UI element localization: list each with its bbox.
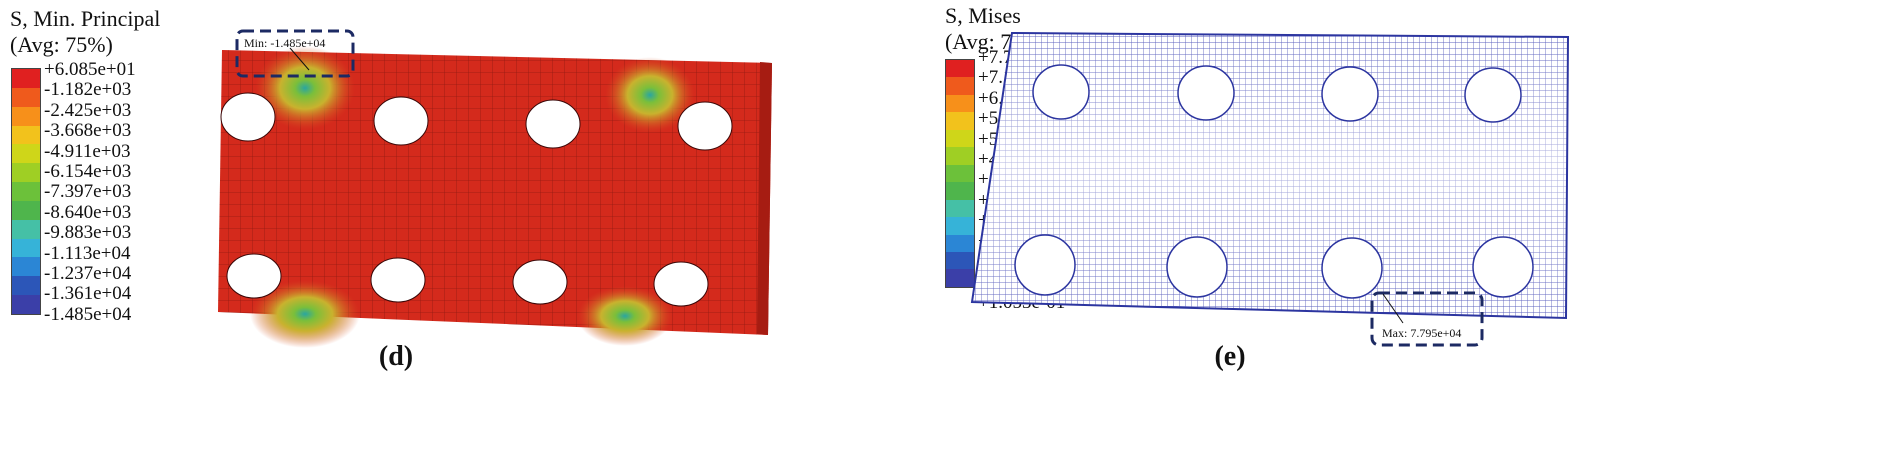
caption-d: (d) — [378, 341, 414, 372]
legend-d-title-line2: (Avg: 75%) — [10, 32, 113, 57]
hole-e-5 — [1014, 234, 1076, 296]
hole-d-7 — [512, 259, 568, 305]
legend-d-color-swatch — [12, 87, 40, 107]
panel-e: S, Mises (Avg: 75%) +7.795e+04+7.146e+04… — [945, 0, 1889, 456]
legend-d-color-swatch — [12, 257, 40, 277]
legend-e-color-swatch — [946, 112, 974, 130]
legend-d-label: -2.425e+03 — [44, 99, 132, 121]
caption-e: (e) — [1214, 341, 1246, 372]
legend-d-label: -1.237e+04 — [44, 262, 132, 284]
legend-d-label: -1.361e+04 — [44, 283, 132, 305]
legend-d-label: -6.154e+03 — [44, 160, 132, 182]
legend-e-color-swatch — [946, 217, 974, 235]
stress-zone-d-2 — [605, 57, 695, 133]
legend-d-label: -3.668e+03 — [44, 120, 132, 142]
hole-e-7 — [1321, 237, 1383, 299]
max-callout-box — [1370, 291, 1484, 347]
stress-zone-d-4 — [577, 286, 673, 346]
hole-e-2 — [1177, 65, 1235, 121]
max-callout-label: Max: 7.795e+04 — [1382, 326, 1461, 340]
legend-d-color-swatch — [12, 163, 40, 183]
hole-d-4 — [677, 101, 733, 151]
min-callout-label: Min: -1.485e+04 — [244, 36, 325, 50]
legend-d-color-swatch — [12, 106, 40, 126]
hole-e-4 — [1464, 67, 1522, 123]
legend-d-label: -4.911e+03 — [44, 140, 131, 162]
hole-d-8 — [653, 261, 709, 307]
hole-d-1 — [220, 92, 276, 142]
max-callout-leader — [1382, 293, 1404, 324]
legend-e-color-swatch — [946, 77, 974, 95]
legend-d-color-swatch — [12, 219, 40, 239]
legend-e-color-swatch — [946, 199, 974, 218]
legend-e-color-swatch — [946, 234, 974, 252]
legend-e-color-swatch — [946, 60, 974, 78]
legend-e-color-swatch — [946, 251, 974, 270]
plate-e-shading — [972, 33, 1568, 318]
hole-e-1 — [1032, 64, 1090, 120]
legend-d-color-swatch — [12, 182, 40, 201]
plate-d-edge — [757, 62, 772, 335]
legend-d-color-swatch — [12, 125, 40, 145]
legend-d-color-swatch — [12, 238, 40, 258]
legend-d-colorbar — [11, 68, 41, 315]
legend-d-color-swatch — [12, 276, 40, 296]
legend-d-color-swatch — [12, 69, 40, 88]
legend-e-color-swatch — [946, 269, 974, 287]
min-callout-leader — [289, 47, 310, 71]
legend-d-label: -7.397e+03 — [44, 181, 132, 203]
max-callout-label-bg — [1379, 324, 1477, 342]
hole-e-8 — [1472, 236, 1534, 298]
panel-d: S, Min. Principal (Avg: 75%) +6.085e+01-… — [10, 6, 772, 372]
legend-e-color-swatch — [946, 147, 974, 165]
hole-e-3 — [1321, 66, 1379, 122]
legend-d-color-swatch — [12, 200, 40, 220]
legend-d-color-swatch — [12, 295, 40, 314]
hole-d-2 — [373, 96, 429, 146]
legend-d-title-line1: S, Min. Principal — [10, 6, 161, 31]
legend-d-labels: +6.085e+01 -1.182e+03 -2.425e+03 -3.668e+03… — [44, 59, 136, 325]
stress-zone-d-3 — [250, 280, 360, 348]
legend-d-label: +6.085e+01 — [44, 59, 136, 80]
hole-d-6 — [370, 257, 426, 303]
legend-d-color-swatch — [12, 144, 40, 164]
legend-d-label: -8.640e+03 — [44, 201, 132, 223]
hole-d-3 — [525, 99, 581, 149]
hole-d-5 — [226, 253, 282, 299]
plate-e-figure: Max: 7.795e+04 — [970, 31, 1570, 347]
stress-zone-d-1 — [255, 46, 355, 130]
legend-d-label: -1.485e+04 — [44, 303, 132, 325]
legend-e-color-swatch — [946, 164, 974, 183]
legend-d-label: -1.113e+04 — [44, 242, 131, 264]
legend-d-label: -9.883e+03 — [44, 222, 132, 244]
legend-e-colorbar — [945, 59, 975, 288]
legend-e-color-swatch — [946, 129, 974, 148]
legend-e-title-line1: S, Mises — [945, 3, 1021, 28]
plate-e-outline — [970, 31, 1570, 320]
legend-e-color-swatch — [946, 94, 974, 113]
legend-d-label: -1.182e+03 — [44, 79, 132, 101]
legend-d-title: S, Min. Principal (Avg: 75%) — [10, 6, 160, 58]
min-callout-box — [235, 29, 355, 78]
hole-e-6 — [1166, 236, 1228, 298]
plate-d-figure: Min: -1.485e+04 — [218, 29, 772, 348]
legend-e-color-swatch — [946, 182, 974, 200]
